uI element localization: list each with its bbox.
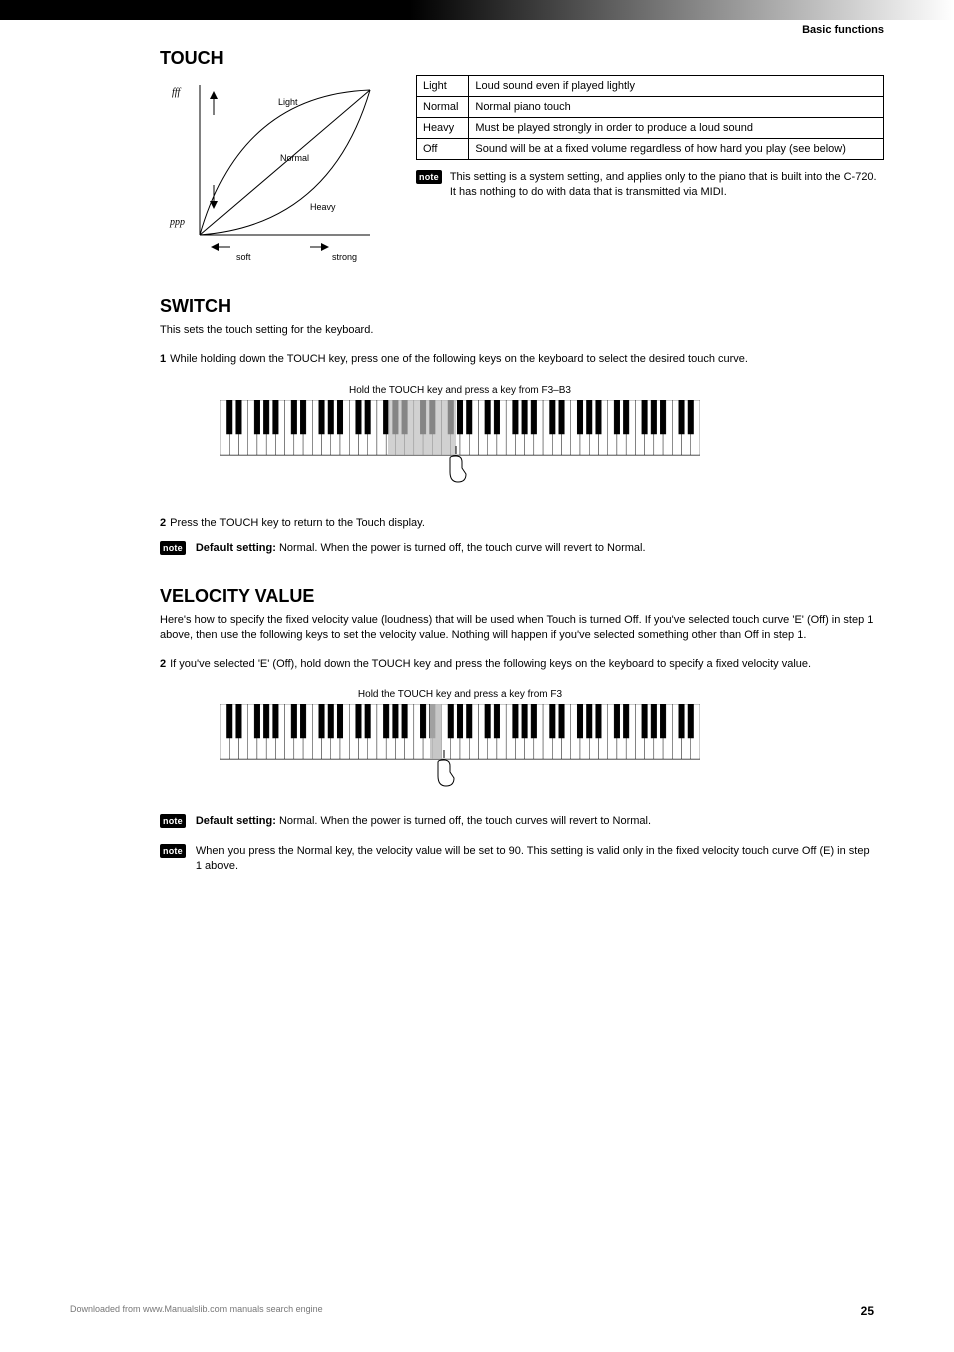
header-right: Basic functions [802, 24, 884, 36]
touch-note: This setting is a system setting, and ap… [450, 170, 884, 200]
page-number: 25 [861, 1304, 874, 1318]
velocity-step2: 2If you've selected 'E' (Off), hold down… [160, 657, 874, 672]
touch-curve-chart: fff ppp soft strong Light Normal Heavy [160, 75, 390, 270]
switch-heading: SWITCH [160, 296, 954, 317]
svg-text:ppp: ppp [169, 217, 185, 228]
touch-heading: TOUCH [160, 48, 954, 69]
velocity-note-1: Default setting: Normal. When the power … [196, 814, 651, 829]
switch-step1: 1While holding down the TOUCH key, press… [160, 352, 874, 367]
svg-text:Heavy: Heavy [310, 202, 336, 212]
svg-text:soft: soft [236, 252, 251, 262]
keyboard-diagram-1: Hold the TOUCH key and press a key from … [220, 385, 700, 500]
svg-text:strong: strong [332, 252, 357, 262]
touch-table: LightLoud sound even if played lightly N… [416, 75, 884, 160]
velocity-note-2: When you press the Normal key, the veloc… [196, 844, 874, 875]
keyboard-diagram-2: Hold the TOUCH key and press a key from … [220, 689, 700, 804]
note-badge: note [416, 170, 442, 184]
svg-text:Light: Light [278, 97, 298, 107]
footer-source: Downloaded from www.Manualslib.com manua… [70, 1304, 323, 1318]
switch-step2: 2Press the TOUCH key to return to the To… [160, 516, 874, 531]
velocity-intro: Here's how to specify the fixed velocity… [160, 613, 874, 643]
note-badge: note [160, 814, 186, 828]
switch-intro: This sets the touch setting for the keyb… [160, 323, 874, 338]
switch-note: Default setting: Normal. When the power … [196, 541, 646, 556]
svg-text:Normal: Normal [280, 153, 309, 163]
velocity-heading: VELOCITY VALUE [160, 586, 954, 607]
note-badge: note [160, 541, 186, 555]
svg-text:fff: fff [172, 87, 182, 98]
note-badge: note [160, 844, 186, 858]
